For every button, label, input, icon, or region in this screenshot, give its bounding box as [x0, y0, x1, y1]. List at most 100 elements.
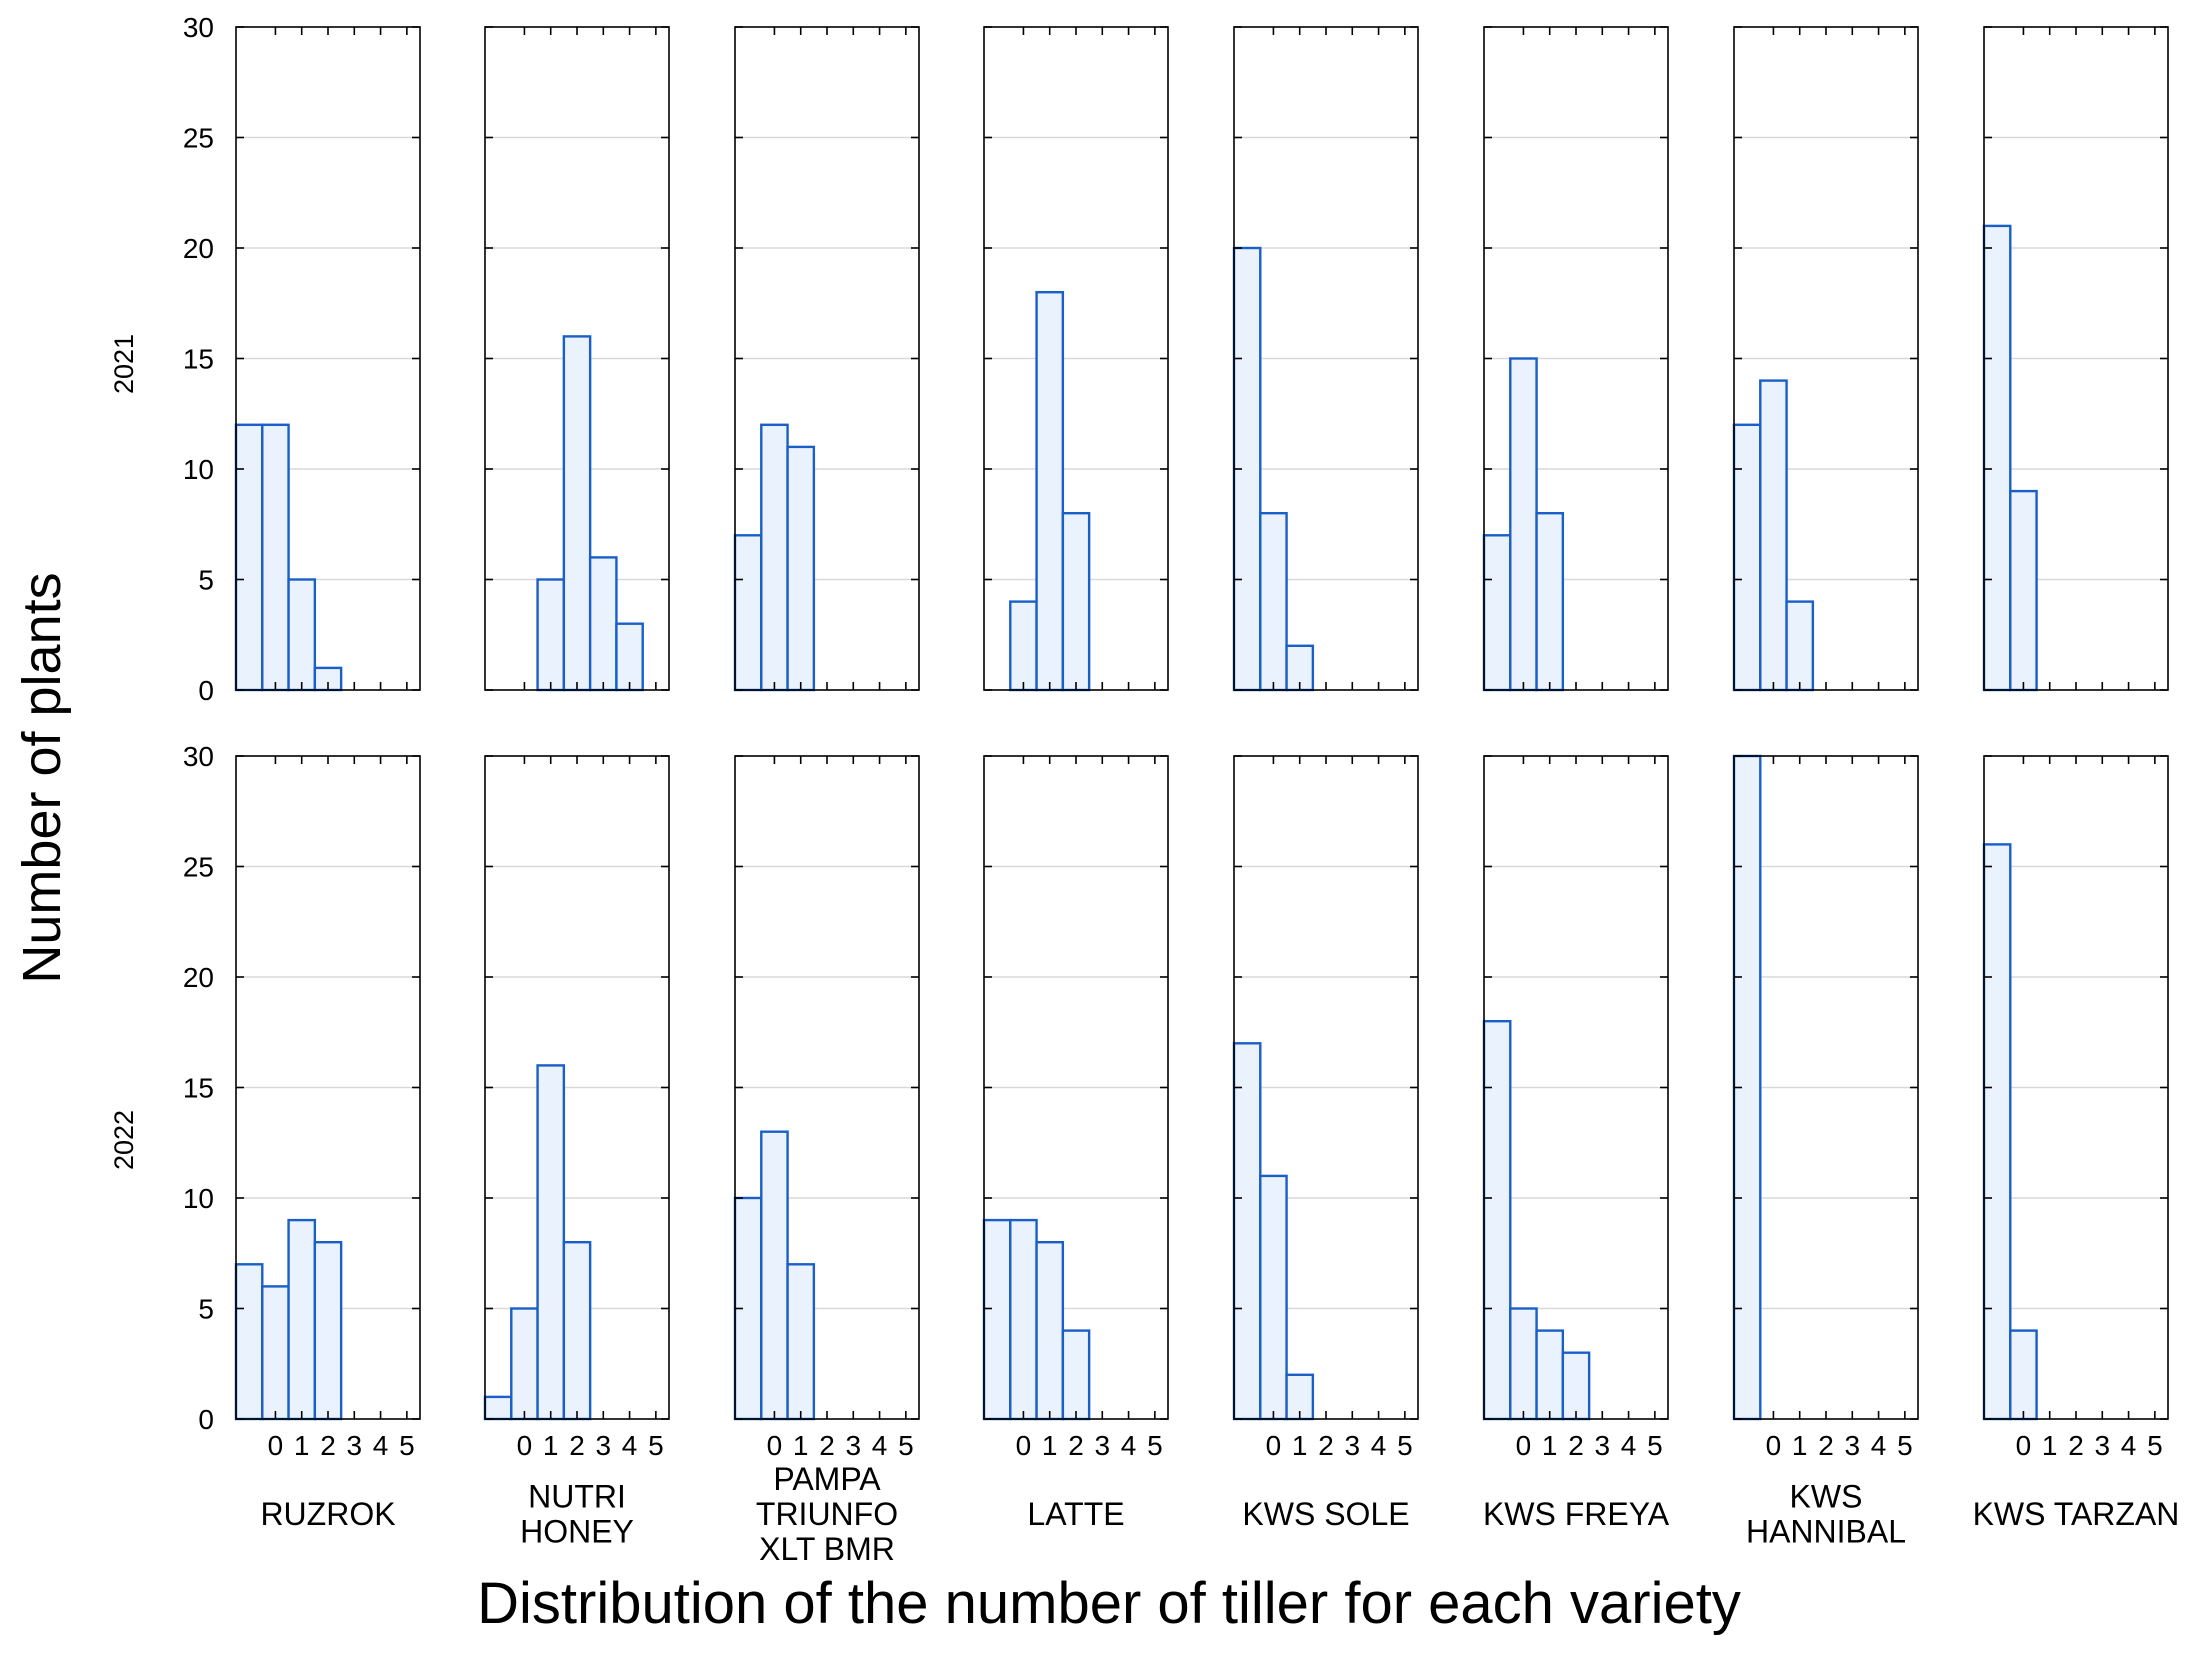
y-axis-title: Number of plants [12, 572, 72, 983]
bar [982, 1218, 1012, 1421]
bar [234, 423, 264, 692]
bar [562, 1240, 592, 1421]
x-tick-label: 4 [872, 1430, 888, 1461]
x-tick-label: 3 [2094, 1430, 2110, 1461]
bar [1982, 843, 2012, 1421]
variety-label: TRIUNFO [756, 1496, 898, 1532]
variety-label: HANNIBAL [1746, 1514, 1906, 1550]
variety-label: PAMPA [773, 1461, 881, 1497]
bar [1982, 224, 2012, 692]
x-tick-label: 0 [517, 1430, 533, 1461]
y-tick-label: 20 [183, 962, 214, 993]
y-tick-label: 10 [183, 454, 214, 485]
bar [1061, 512, 1091, 692]
y-tick-label: 0 [198, 1404, 214, 1435]
row-label-2022: 2022 [109, 1110, 139, 1170]
bar [536, 578, 566, 692]
x-tick-label: 1 [2042, 1430, 2058, 1461]
variety-label: XLT BMR [759, 1531, 895, 1567]
x-tick-label: 2 [320, 1430, 336, 1461]
y-tick-label: 30 [183, 741, 214, 772]
x-tick-label: 5 [399, 1430, 415, 1461]
bar [483, 1395, 513, 1421]
x-tick-label: 3 [1094, 1430, 1110, 1461]
panel-2021-4 [983, 26, 1169, 692]
bar [313, 1240, 343, 1421]
x-tick-label: 1 [1792, 1430, 1808, 1461]
x-tick-label: 5 [1397, 1430, 1413, 1461]
x-tick-label: 0 [1266, 1430, 1282, 1461]
bar [1035, 291, 1065, 692]
x-tick-label: 5 [1147, 1430, 1163, 1461]
x-tick-label: 4 [2121, 1430, 2137, 1461]
bar [1061, 1329, 1091, 1421]
x-tick-label: 5 [1647, 1430, 1663, 1461]
bar [1785, 600, 1815, 692]
y-tick-label: 25 [183, 123, 214, 154]
panel-2021-8 [1982, 26, 2169, 692]
bar [1009, 600, 1038, 692]
x-tick-label: 1 [1542, 1430, 1558, 1461]
bar [1482, 1020, 1512, 1421]
bar [1482, 534, 1512, 692]
bar [510, 1307, 539, 1421]
variety-label: LATTE [1027, 1496, 1124, 1532]
x-tick-label: 4 [1871, 1430, 1887, 1461]
bar [588, 556, 618, 692]
variety-label: KWS SOLE [1242, 1496, 1409, 1532]
variety-label: NUTRI [528, 1479, 626, 1515]
panel-2021-7 [1732, 26, 1919, 692]
x-tick-label: 0 [1016, 1430, 1032, 1461]
x-tick-label: 2 [1318, 1430, 1334, 1461]
variety-label: RUZROK [260, 1496, 395, 1532]
bar [2009, 489, 2038, 692]
panel-2022-1 [234, 755, 421, 1421]
x-tick-label: 3 [595, 1430, 611, 1461]
y-tick-label: 0 [198, 675, 214, 706]
panels-group [234, 26, 2169, 1421]
x-tick-label: 3 [346, 1430, 362, 1461]
x-tick-label: 1 [294, 1430, 310, 1461]
x-tick-label: 2 [1818, 1430, 1834, 1461]
x-tick-label: 4 [1121, 1430, 1137, 1461]
x-tick-label: 2 [569, 1430, 585, 1461]
x-tick-label: 4 [1371, 1430, 1387, 1461]
bar [261, 1285, 290, 1421]
panel-2022-8 [1982, 755, 2169, 1421]
bar [2009, 1329, 2038, 1421]
row-label-2021: 2021 [109, 334, 139, 394]
bar [234, 1263, 264, 1421]
panel-2022-6 [1482, 755, 1669, 1421]
x-tick-label: 1 [543, 1430, 559, 1461]
x-tick-label: 3 [845, 1430, 861, 1461]
x-tick-label: 4 [622, 1430, 638, 1461]
variety-label: KWS [1790, 1479, 1863, 1515]
x-tick-label: 2 [1568, 1430, 1584, 1461]
x-axis-title: Distribution of the number of tiller for… [477, 1571, 1741, 1636]
y-tick-label: 30 [183, 12, 214, 43]
bar [1035, 1240, 1065, 1421]
x-tick-label: 1 [1292, 1430, 1308, 1461]
y-tick-label: 20 [183, 233, 214, 264]
x-tick-label: 3 [1344, 1430, 1360, 1461]
x-tick-label: 0 [1516, 1430, 1532, 1461]
x-tick-label: 3 [1844, 1430, 1860, 1461]
x-tick-label: 0 [1766, 1430, 1782, 1461]
bar [786, 1263, 816, 1421]
labels-group: Number of plants Distribution of the num… [12, 12, 2179, 1636]
bar [1535, 1329, 1565, 1421]
bar [1509, 357, 1538, 692]
bar [760, 1130, 789, 1421]
x-tick-label: 5 [2147, 1430, 2163, 1461]
bar [287, 1218, 317, 1421]
x-tick-label: 5 [1897, 1430, 1913, 1461]
panel-2021-3 [733, 26, 920, 692]
x-tick-label: 5 [898, 1430, 914, 1461]
x-tick-label: 1 [1042, 1430, 1058, 1461]
variety-label: HONEY [520, 1514, 634, 1550]
panel-2022-2 [483, 755, 670, 1421]
x-tick-label: 4 [1621, 1430, 1637, 1461]
bar [1535, 512, 1565, 692]
y-tick-label: 5 [198, 565, 214, 596]
